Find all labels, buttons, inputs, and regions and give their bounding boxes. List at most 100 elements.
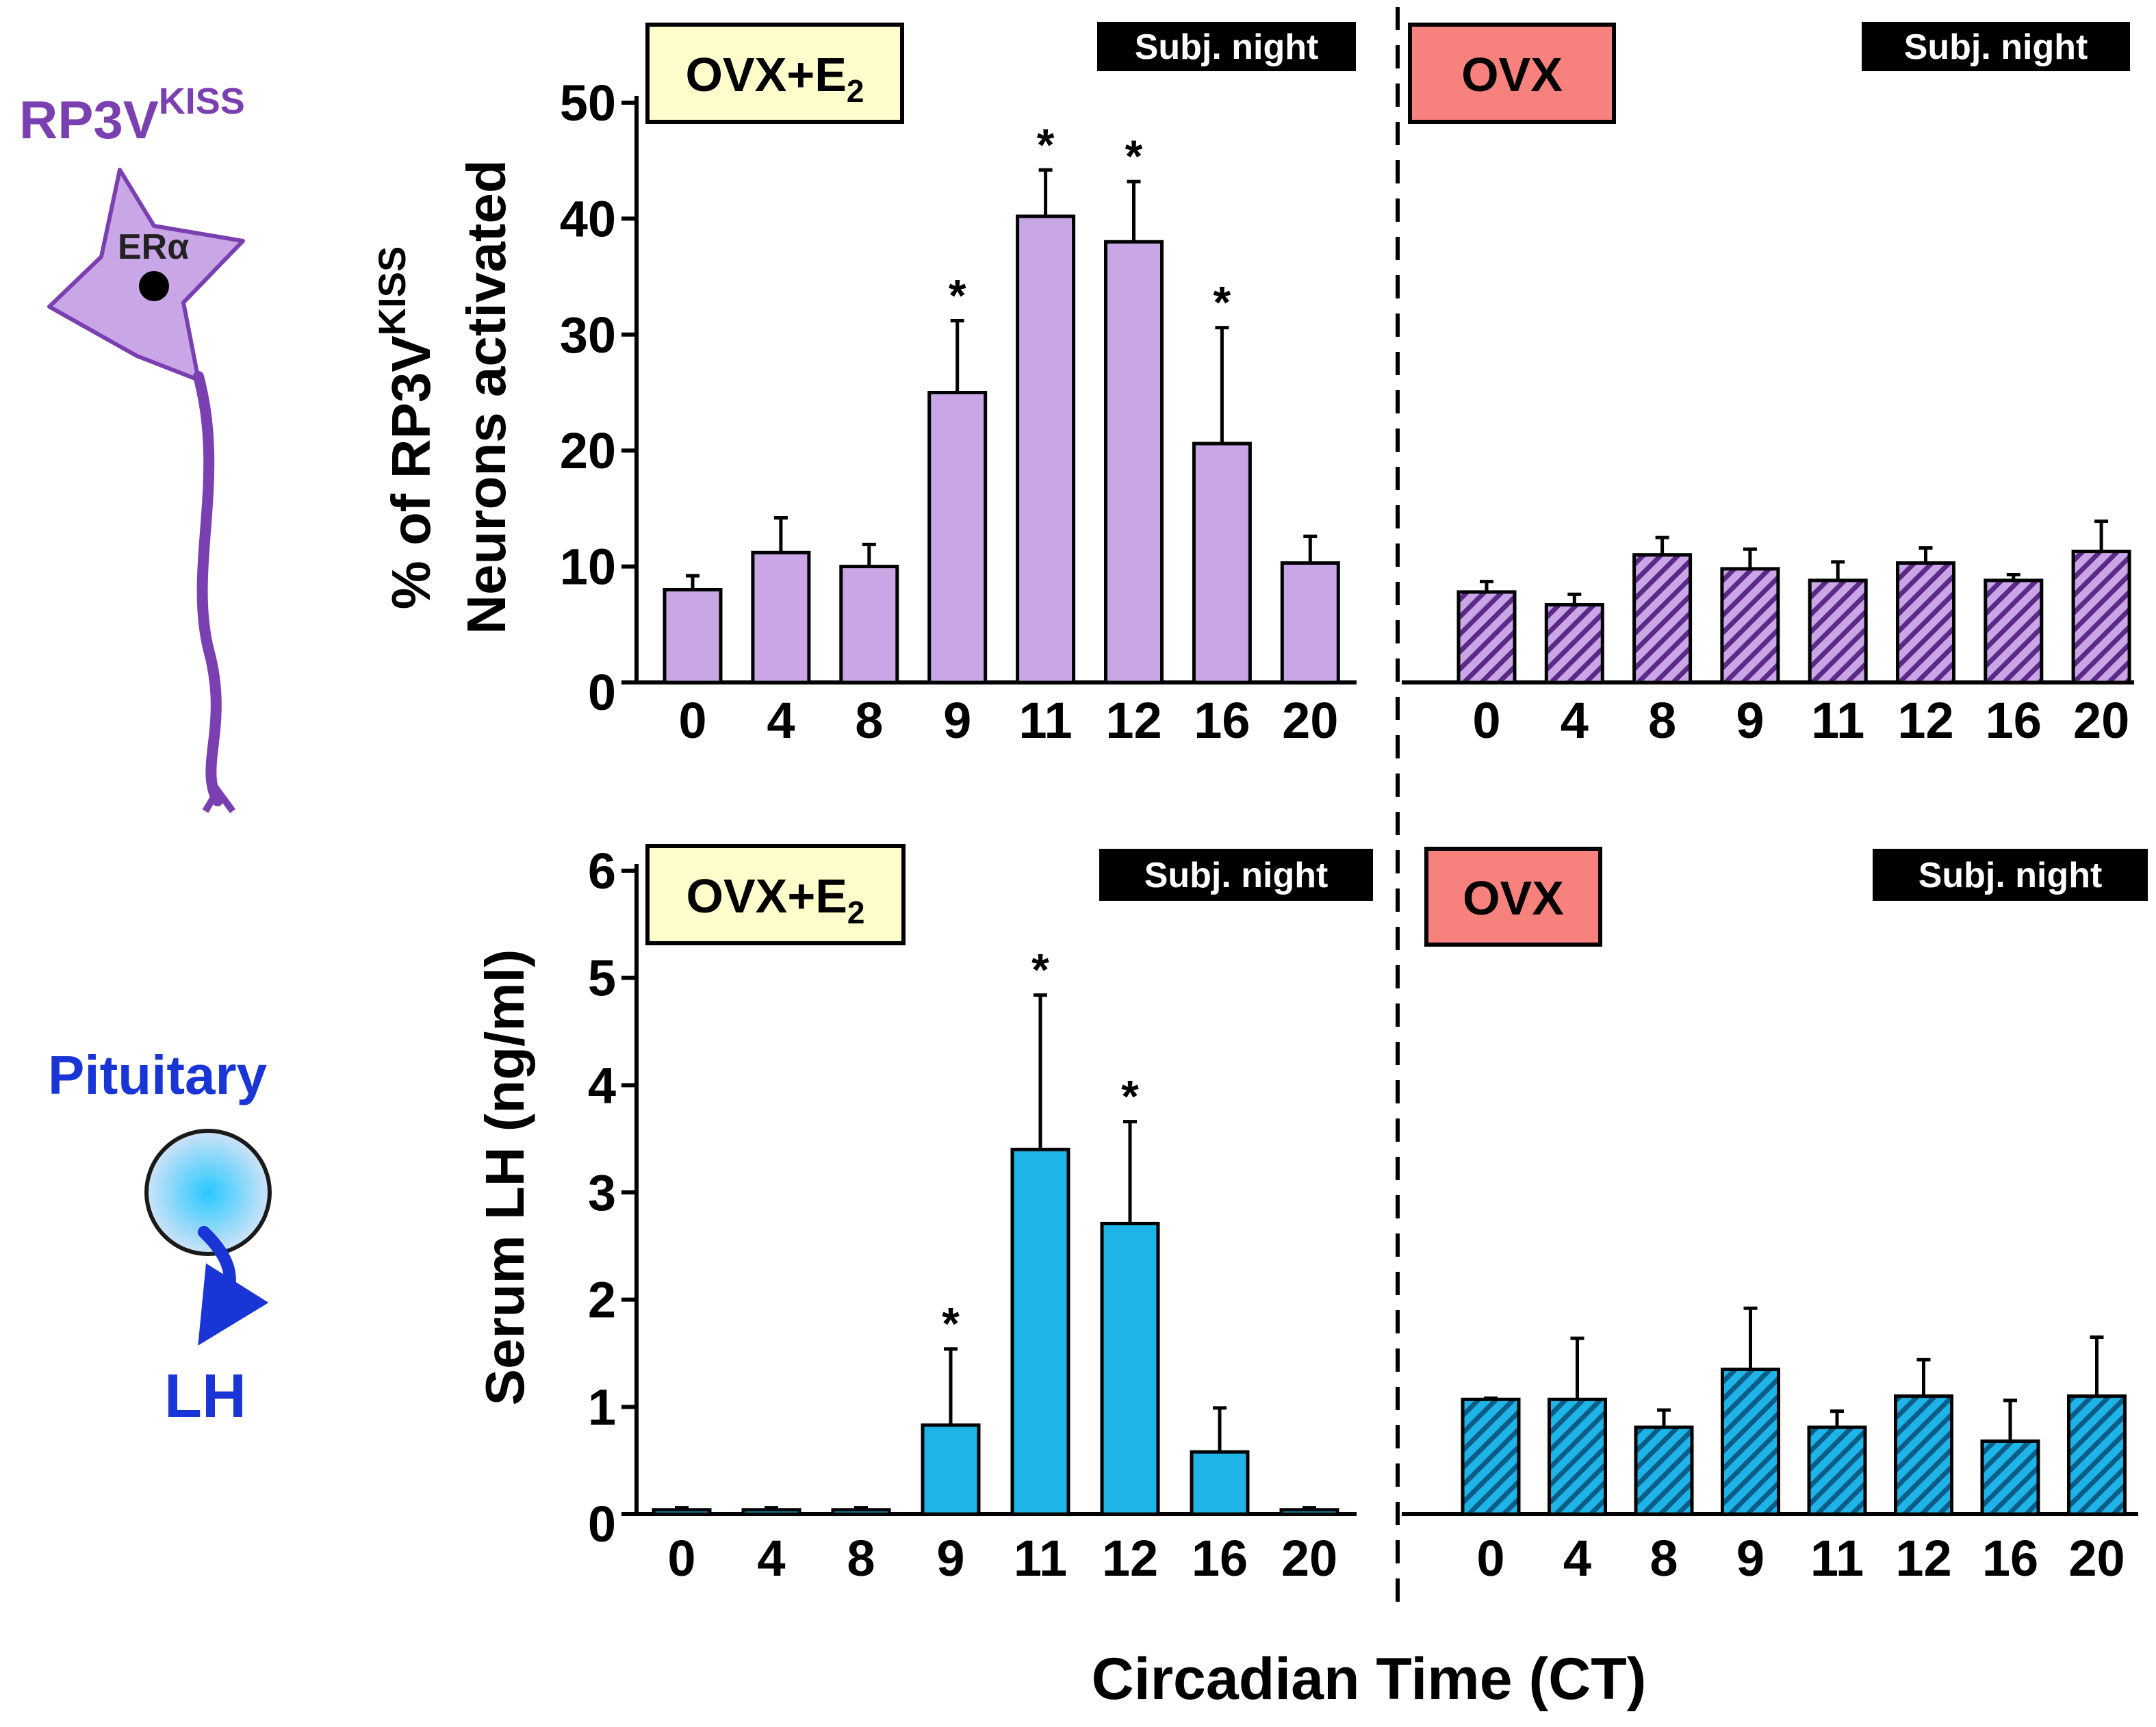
top-panel-2-bar bbox=[1632, 553, 1693, 685]
bottom-panel-2-bar bbox=[1894, 1394, 1953, 1516]
top-y-tick-label: 40 bbox=[560, 190, 616, 247]
bottom-panel-2-bar bbox=[1721, 1368, 1780, 1516]
top-panel-2-bar bbox=[1984, 578, 2044, 685]
bottom-panel-2-condition-label: OVX bbox=[1463, 871, 1564, 925]
secretion-arrow-icon bbox=[198, 1226, 269, 1346]
top-panel-1-x-tick-label: 8 bbox=[855, 692, 883, 749]
bottom-y-axis-title: Serum LH (ng/ml) bbox=[474, 949, 535, 1406]
bottom-panel-1-condition-box bbox=[645, 844, 906, 945]
top-panel-1-condition-main: OVX+E bbox=[686, 48, 847, 101]
top-y-tick-label: 10 bbox=[560, 539, 616, 596]
neuron-label-sup: KISS bbox=[159, 81, 245, 122]
top-panel-1-x-tick-label: 16 bbox=[1194, 692, 1250, 749]
top-panel-1-significance-marker: * bbox=[1125, 131, 1143, 181]
pituitary-illustration: Pituitary LH bbox=[48, 1045, 272, 1431]
bottom-panel-2-x-tick-label: 9 bbox=[1736, 1530, 1764, 1587]
bottom-y-tick-label: 1 bbox=[588, 1379, 616, 1435]
bottom-panel-1-x-tick-label: 9 bbox=[936, 1530, 964, 1587]
bottom-panel-1-significance-marker: * bbox=[942, 1299, 960, 1349]
top-panel-2-condition-box bbox=[1408, 23, 1616, 124]
top-panel-1-bar bbox=[751, 550, 811, 685]
top-panel-1-x-tick-label: 12 bbox=[1105, 692, 1162, 749]
bottom-y-tick-label: 4 bbox=[588, 1057, 616, 1114]
top-panel-1-bar bbox=[1280, 561, 1340, 685]
receptor-label: ERα bbox=[118, 227, 189, 267]
top-panel-2-x-tick-label: 11 bbox=[1811, 692, 1864, 749]
bottom-panel-1-x-tick-label: 11 bbox=[1014, 1530, 1067, 1587]
top-y-tick-label: 0 bbox=[588, 664, 616, 721]
bottom-panel-1-condition-main: OVX+E bbox=[686, 869, 847, 923]
top-panel-1-bar bbox=[839, 565, 899, 685]
bottom-panel-2-x-tick-label: 12 bbox=[1895, 1530, 1951, 1587]
bottom-panel-1-x-tick-label: 8 bbox=[847, 1530, 875, 1587]
top-panel-2-bar bbox=[1544, 603, 1604, 685]
top-panel-2-x-tick-label: 8 bbox=[1648, 692, 1676, 749]
pituitary-gland-icon bbox=[144, 1129, 272, 1256]
bottom-panel-2-x-tick-label: 8 bbox=[1650, 1530, 1678, 1587]
bottom-panel-1-bar bbox=[921, 1423, 981, 1516]
bottom-panel-2-x-tick-label: 11 bbox=[1810, 1530, 1864, 1587]
top-y-tick-label: 30 bbox=[560, 307, 616, 363]
top-panel-1-x-tick-label: 9 bbox=[943, 692, 971, 749]
top-y-tick-label: 50 bbox=[560, 75, 616, 131]
bottom-panel-1-bar bbox=[652, 1508, 712, 1516]
neuron-label-main: RP3V bbox=[19, 90, 159, 150]
bottom-panel-1-bar bbox=[1279, 1508, 1339, 1516]
top-panel-2-bar bbox=[1720, 567, 1780, 685]
top-panel-1-significance-marker: * bbox=[949, 270, 966, 320]
bottom-panel-2-x-tick-label: 0 bbox=[1476, 1530, 1504, 1587]
top-panel-1-bar bbox=[1192, 442, 1252, 685]
top-panel-1-bar bbox=[663, 587, 723, 685]
top-y-axis-title-sup: KISS bbox=[370, 246, 413, 336]
pituitary-label: Pituitary bbox=[48, 1045, 268, 1105]
top-panel-2-bar bbox=[1808, 578, 1868, 685]
axon bbox=[193, 371, 223, 806]
top-panel-2-bar bbox=[1896, 561, 1955, 685]
top-panel-1-significance-marker: * bbox=[1214, 277, 1231, 328]
top-panel-2-subjective-night-label: Subj. night bbox=[1904, 27, 2088, 67]
bottom-panel-2-x-tick-label: 20 bbox=[2068, 1530, 2125, 1587]
bottom-panel-2-x-tick-label: 4 bbox=[1563, 1530, 1591, 1587]
bottom-y-tick-label: 5 bbox=[588, 950, 616, 1007]
top-panel-1-bar bbox=[1104, 240, 1164, 685]
top-panel-2-x-tick-label: 9 bbox=[1736, 692, 1764, 749]
bottom-y-tick-label: 3 bbox=[588, 1164, 616, 1221]
bottom-panel-2-condition-box bbox=[1424, 847, 1602, 947]
top-panel-1-condition-box bbox=[645, 23, 904, 124]
bottom-panel-2-condition-main: OVX bbox=[1463, 871, 1564, 925]
top-panel-2-x-tick-label: 20 bbox=[2073, 692, 2129, 749]
top-panel-1-bar bbox=[927, 391, 988, 685]
top-y-tick-label: 20 bbox=[560, 422, 616, 479]
bottom-panel-2-x-tick-label: 16 bbox=[1982, 1530, 2038, 1587]
bottom-panel-1-subjective-night-bar bbox=[1099, 849, 1373, 901]
bottom-panel-1-bar bbox=[831, 1508, 891, 1516]
top-panel-2-subjective-night-bar bbox=[1862, 22, 2130, 71]
bottom-y-tick-label: 6 bbox=[588, 843, 616, 899]
bottom-panel-1-bar bbox=[1010, 1147, 1070, 1516]
top-panel-1-bar bbox=[1016, 214, 1076, 685]
bottom-panel-2-subjective-night-bar bbox=[1873, 849, 2148, 901]
top-panel-2-bar bbox=[1456, 590, 1517, 685]
top-y-axis-title-line1: % of RP3VKISS bbox=[370, 246, 441, 610]
top-panel-1-significance-marker: * bbox=[1037, 119, 1055, 170]
bottom-panel-2-bar bbox=[1980, 1439, 2040, 1516]
bottom-panel-1-significance-marker: * bbox=[1121, 1071, 1139, 1122]
bottom-y-tick-label: 2 bbox=[588, 1272, 616, 1329]
hormone-label: LH bbox=[164, 1362, 246, 1431]
bottom-panel-2-bar bbox=[1548, 1397, 1607, 1516]
x-axis-title: Circadian Time (CT) bbox=[1092, 1646, 1647, 1712]
top-panel-1-x-tick-label: 11 bbox=[1018, 692, 1072, 749]
bottom-panel-1-bar bbox=[1190, 1450, 1250, 1516]
bottom-panel-1-bar bbox=[1100, 1221, 1160, 1516]
bottom-panel-1-x-tick-label: 16 bbox=[1192, 1530, 1248, 1587]
receptor-dot-icon bbox=[139, 271, 169, 301]
top-panel-1-x-tick-label: 4 bbox=[767, 692, 795, 749]
bottom-panel-1-x-tick-label: 0 bbox=[667, 1530, 695, 1587]
top-y-axis-title-main: % of RP3V bbox=[381, 335, 441, 609]
top-panel-1-condition-label: OVX+E2 bbox=[686, 48, 864, 109]
top-panel-2-condition-main: OVX bbox=[1461, 48, 1563, 101]
top-panel-1-subjective-night-label: Subj. night bbox=[1135, 27, 1319, 67]
